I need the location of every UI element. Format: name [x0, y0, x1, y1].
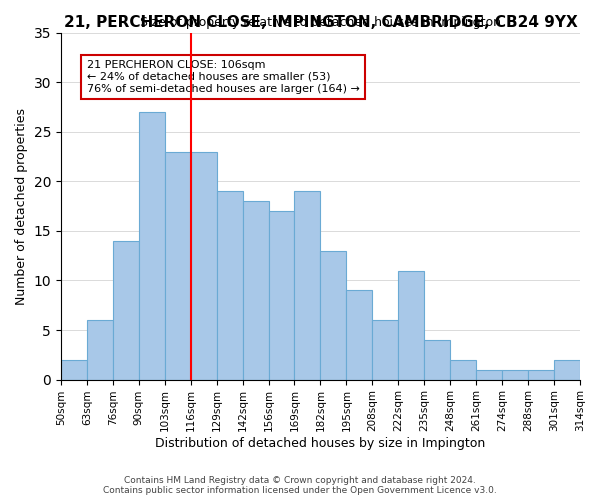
Bar [295, 191, 320, 380]
Bar [61, 360, 87, 380]
Title: 21, PERCHERON CLOSE, IMPINGTON, CAMBRIDGE, CB24 9YX: 21, PERCHERON CLOSE, IMPINGTON, CAMBRIDG… [64, 15, 577, 30]
Bar [217, 191, 242, 380]
Bar [450, 360, 476, 380]
Bar [113, 241, 139, 380]
Bar [242, 201, 269, 380]
Bar [424, 340, 450, 380]
Bar [165, 152, 191, 380]
Bar [528, 370, 554, 380]
Bar [191, 152, 217, 380]
Bar [398, 270, 424, 380]
Bar [269, 211, 295, 380]
Text: 21 PERCHERON CLOSE: 106sqm
← 24% of detached houses are smaller (53)
76% of semi: 21 PERCHERON CLOSE: 106sqm ← 24% of deta… [87, 60, 360, 94]
Bar [139, 112, 165, 380]
Y-axis label: Number of detached properties: Number of detached properties [15, 108, 28, 304]
Bar [373, 320, 398, 380]
Bar [476, 370, 502, 380]
Text: Size of property relative to detached houses in Impington: Size of property relative to detached ho… [140, 16, 501, 29]
X-axis label: Distribution of detached houses by size in Impington: Distribution of detached houses by size … [155, 437, 485, 450]
Bar [87, 320, 113, 380]
Bar [346, 290, 373, 380]
Text: Contains HM Land Registry data © Crown copyright and database right 2024.
Contai: Contains HM Land Registry data © Crown c… [103, 476, 497, 495]
Bar [320, 250, 346, 380]
Bar [502, 370, 528, 380]
Bar [554, 360, 580, 380]
